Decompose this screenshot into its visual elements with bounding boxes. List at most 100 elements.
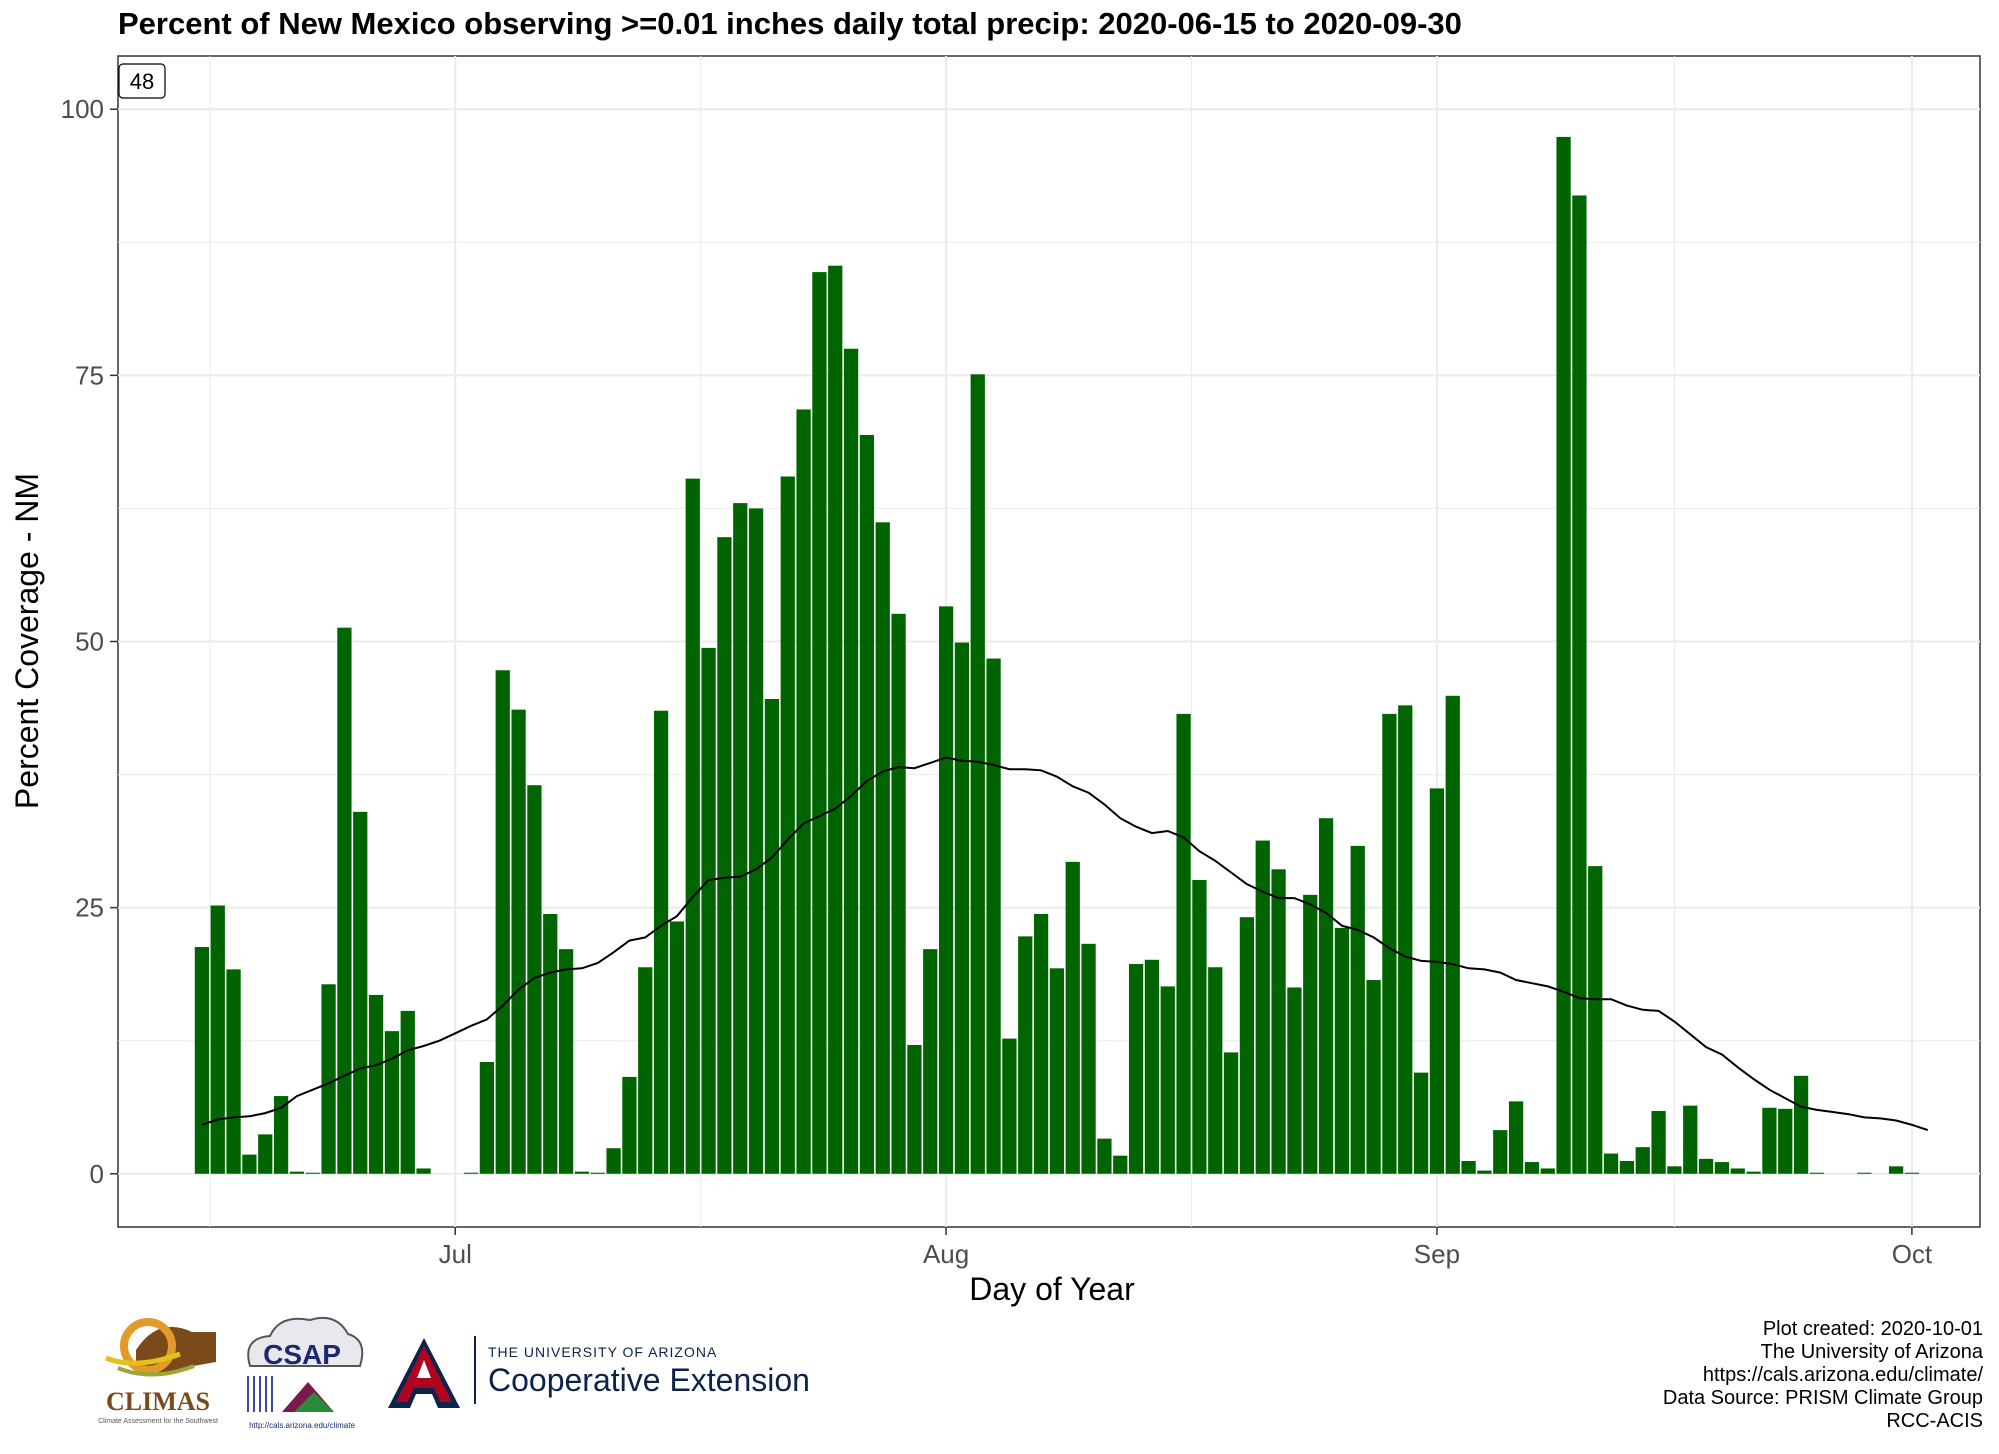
precip-bar (1667, 1166, 1682, 1174)
precip-bar (812, 272, 827, 1174)
precip-bar (907, 1044, 922, 1174)
y-tick-label: 100 (61, 94, 104, 124)
precip-bar (1714, 1162, 1730, 1174)
precip-bar (1239, 917, 1255, 1174)
precip-bar (1793, 1075, 1809, 1174)
precip-bar (1049, 968, 1065, 1174)
precip-bar (337, 627, 352, 1174)
precip-bar (1271, 869, 1286, 1174)
precip-bar (1334, 927, 1350, 1174)
csap-text: CSAP (263, 1339, 341, 1370)
precip-bar (1730, 1168, 1745, 1174)
precip-bar (1287, 987, 1302, 1174)
precip-bar (701, 647, 716, 1174)
precip-bar (1651, 1110, 1666, 1174)
precip-bar (954, 642, 970, 1174)
precip-bar (986, 658, 1001, 1174)
precip-bar (733, 503, 748, 1174)
x-tick-label: Aug (923, 1239, 969, 1269)
precip-bar (923, 949, 938, 1174)
precip-bar (495, 670, 510, 1174)
precip-bar (891, 613, 906, 1174)
precip-bar (1888, 1166, 1904, 1174)
precip-bar (606, 1148, 621, 1174)
precip-bar (938, 606, 954, 1174)
precip-bar (384, 1031, 400, 1174)
precip-bar (1603, 1153, 1619, 1174)
precip-bar (321, 984, 336, 1174)
precip-bar (1619, 1160, 1635, 1174)
precip-bar (780, 476, 795, 1174)
days-badge-box (118, 63, 166, 99)
precip-bar (1540, 1168, 1555, 1174)
ua-divider (474, 1336, 476, 1404)
credit-line-institution: The University of Arizona (1760, 1341, 1983, 1363)
precip-bar (1445, 695, 1460, 1174)
y-tick-label: 0 (90, 1159, 104, 1189)
precip-bar (859, 434, 875, 1174)
precip-bar (1698, 1158, 1714, 1174)
precip-bar (1398, 705, 1413, 1174)
precip-bar (479, 1061, 495, 1174)
ua-name: THE UNIVERSITY OF ARIZONA (488, 1344, 718, 1360)
precip-bar (638, 967, 653, 1174)
precip-bar (463, 1172, 479, 1174)
climas-text: CLIMAS (106, 1387, 210, 1416)
precip-bar (194, 947, 210, 1174)
precip-bar (242, 1154, 257, 1174)
precip-bar (368, 994, 384, 1174)
precip-bar (1588, 866, 1603, 1174)
precip-bar (1303, 894, 1318, 1174)
precip-bar (828, 265, 843, 1174)
ua-dept: Cooperative Extension (488, 1362, 810, 1398)
precip-bar (1635, 1147, 1650, 1174)
precip-bar (543, 914, 558, 1174)
precip-bar (1160, 986, 1175, 1174)
precip-bar (875, 522, 890, 1174)
precip-bar (289, 1171, 305, 1174)
csap-url: http://cals.arizona.edu/climate (249, 1421, 355, 1430)
precip-bar (1778, 1108, 1793, 1174)
precip-bar (1382, 713, 1397, 1174)
precip-bar (1556, 136, 1571, 1174)
y-tick-label: 50 (75, 627, 104, 657)
precip-bar (258, 1134, 273, 1174)
precip-bar (1572, 195, 1587, 1174)
precip-bar (416, 1168, 431, 1174)
precip-bar (273, 1096, 289, 1174)
precip-bar (1809, 1172, 1825, 1174)
axes: 0 25 50 75 100 Jul Aug Sep Oct (61, 94, 1933, 1269)
precip-bar (558, 949, 574, 1174)
precip-bar (1144, 959, 1160, 1174)
precip-bar (305, 1172, 320, 1174)
precip-bar (1097, 1138, 1112, 1174)
precip-bar (1857, 1172, 1872, 1174)
precip-bar (764, 698, 780, 1174)
precip-bar (1208, 967, 1223, 1174)
precip-bar (1350, 845, 1365, 1174)
precip-bar (685, 478, 700, 1174)
chart-title: Percent of New Mexico observing >=0.01 i… (118, 6, 1462, 41)
precip-bar (1904, 1172, 1920, 1174)
precip-bar (796, 409, 811, 1174)
precip-bar (1508, 1101, 1524, 1174)
y-tick-label: 25 (75, 893, 104, 923)
credit-line-created: Plot created: 2020-10-01 (1762, 1318, 1983, 1340)
precip-bar (210, 905, 225, 1174)
x-axis-title: Day of Year (969, 1271, 1135, 1307)
precip-bar (1318, 818, 1334, 1174)
precip-bar (353, 811, 368, 1174)
credit-line-source: Data Source: PRISM Climate Group (1662, 1387, 1983, 1409)
precip-bar (574, 1171, 590, 1174)
precip-bar (717, 537, 732, 1174)
plot-credits: Plot created: 2020-10-01 The University … (1663, 1318, 1983, 1433)
precip-bar (622, 1076, 637, 1174)
credit-line-acis: RCC-ACIS (1886, 1410, 1983, 1432)
climas-logo: CLIMAS Climate Assessment for the Southw… (98, 1318, 218, 1425)
precip-bar (226, 969, 241, 1174)
precip-bar (1493, 1130, 1508, 1174)
precip-bar (1192, 879, 1207, 1174)
precip-bar (1683, 1105, 1698, 1174)
precip-bar (748, 508, 764, 1174)
precip-bar (1128, 964, 1144, 1174)
